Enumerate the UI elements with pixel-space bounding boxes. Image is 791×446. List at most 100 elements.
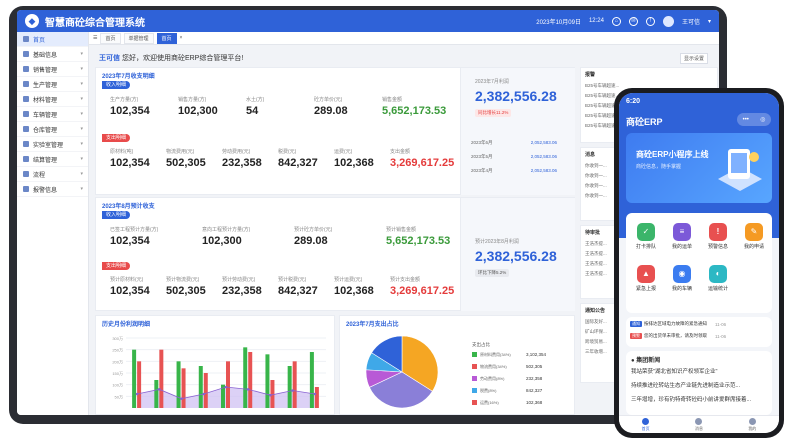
close-circle-icon[interactable]: ◎ bbox=[760, 117, 766, 123]
menu-icon bbox=[23, 81, 29, 87]
legend-label: 运费(16%) bbox=[480, 399, 499, 405]
function-grid: ✓ 打卡排队 ≡ 我的运单! 预警信息 ✎ 我的申请 ▲ 紧急上报 ◉ 我的车辆 ◐ 运输统计 bbox=[626, 213, 772, 313]
show-settings-button[interactable]: 显示设置 bbox=[680, 53, 709, 64]
bar bbox=[292, 361, 297, 408]
sidebar-item[interactable]: 基础信息 ▾ bbox=[17, 47, 88, 62]
sidebar-item[interactable]: 车辆管理 ▾ bbox=[17, 107, 88, 122]
tab-home-active[interactable]: 首页 bbox=[156, 32, 177, 44]
more-icon[interactable]: ••• bbox=[742, 116, 749, 123]
user-name[interactable]: 王可信 bbox=[681, 19, 700, 26]
sidebar-item[interactable]: 销售管理 ▾ bbox=[17, 62, 88, 77]
function-label: 紧急上报 bbox=[635, 286, 656, 292]
list-item[interactable]: 你收到一... bbox=[585, 193, 607, 198]
menu-toggle-icon[interactable]: ☰ bbox=[93, 35, 98, 41]
notice-panel: 通知 按排达区域电力故障的紧急通知 11-06 预警 您的出货单未审批，请及时领取 11-… bbox=[626, 317, 772, 347]
chevron-down-icon[interactable]: ▾ bbox=[707, 18, 711, 25]
metric-label: 运费(元) bbox=[334, 149, 353, 155]
metric-label: 预计砼方单价(元) bbox=[294, 227, 333, 233]
sidebar-item[interactable]: 首页 bbox=[17, 32, 88, 47]
metric: 预计劳动费(元) 232,358 bbox=[222, 276, 262, 297]
function-label: 预警信息 bbox=[707, 244, 728, 250]
chevron-down-icon: ▾ bbox=[80, 126, 83, 132]
function-item[interactable]: ◐ 运输统计 bbox=[700, 265, 736, 292]
mini-program-menu[interactable]: ••• ◎ bbox=[737, 113, 771, 126]
metric-value: 3,269,617.25 bbox=[390, 157, 455, 169]
phone-tab[interactable]: 我的 bbox=[748, 417, 757, 432]
menu-icon bbox=[23, 66, 29, 72]
list-item[interactable]: 矿山环保... bbox=[585, 329, 607, 334]
metric-label: 水土(方) bbox=[246, 97, 265, 103]
list-item[interactable]: B25号车辆超速... bbox=[585, 113, 620, 118]
list-item[interactable]: 王浩杰提... bbox=[585, 261, 607, 266]
sidebar-item[interactable]: 报警信息 ▾ bbox=[17, 182, 88, 197]
bar bbox=[287, 366, 292, 408]
list-item[interactable]: 你收到一... bbox=[585, 163, 607, 168]
function-item[interactable]: ≡ 我的运单 bbox=[664, 223, 700, 250]
sidebar-item[interactable]: 材料管理 ▾ bbox=[17, 92, 88, 107]
greeting: 王可信 您好，欢迎使用商砼ERP综合管理平台! bbox=[99, 53, 243, 63]
notice-date: 11-06 bbox=[715, 321, 727, 327]
bell-icon[interactable]: ! bbox=[645, 16, 655, 26]
metric-value: 842,327 bbox=[278, 157, 318, 169]
y-tick-label: 50万 bbox=[115, 394, 123, 399]
promo-banner[interactable]: 商砼ERP小程序上线 商砼信息，随手掌握 bbox=[626, 133, 772, 203]
notice-item[interactable]: 预警 您的出货单未审批，请及时领取 11-06 bbox=[630, 333, 726, 339]
phone-tab[interactable]: 首页 bbox=[642, 417, 650, 432]
list-item[interactable]: B25号车辆超速... bbox=[585, 93, 620, 98]
news-item[interactable]: 三年增增，珍有钓特奇转砼码小前讲爱群席接着... bbox=[631, 397, 752, 403]
legend-swatch bbox=[472, 376, 477, 381]
tab-home[interactable]: 首页 bbox=[100, 32, 121, 44]
metric-label: 销售金额 bbox=[382, 97, 403, 103]
bar-chart: 300万 250万 200万 150万 100万 50万 bbox=[112, 336, 326, 408]
bar bbox=[132, 349, 137, 408]
function-item[interactable]: ◉ 我的车辆 bbox=[664, 265, 700, 292]
message-icon[interactable]: ✉ bbox=[628, 16, 638, 26]
list-item[interactable]: 三年收增... bbox=[585, 349, 607, 354]
news-item[interactable]: 持续推进砼转站生态产业链先进制造业示范... bbox=[631, 383, 741, 389]
july-profit-label: 2023年7月利润 bbox=[475, 79, 509, 85]
bar bbox=[265, 354, 270, 408]
function-item[interactable]: ✎ 我的申请 bbox=[736, 223, 772, 250]
list-item[interactable]: 你收到一... bbox=[585, 183, 607, 188]
notice-item[interactable]: 通知 按排达区域电力故障的紧急通知 11-06 bbox=[630, 321, 726, 327]
sidebar-item[interactable]: 流程 ▾ bbox=[17, 167, 88, 182]
list-item[interactable]: 王浩杰提... bbox=[585, 271, 607, 276]
date-display: 2023年10月09日 bbox=[536, 19, 581, 26]
metric-label: 砼方单价(元) bbox=[314, 97, 343, 103]
legend-value: 3,102,354 bbox=[526, 352, 547, 357]
news-item[interactable]: 我站荣获"湖北省知识产权领军企业" bbox=[631, 369, 718, 375]
phone-tab[interactable]: 消息 bbox=[695, 417, 703, 432]
list-item[interactable]: B25号车辆超速... bbox=[585, 123, 620, 128]
sidebar-item[interactable]: 生产管理 ▾ bbox=[17, 77, 88, 92]
list-item[interactable]: 国际友好... bbox=[585, 319, 607, 324]
list-item[interactable]: 你收到一... bbox=[585, 173, 607, 178]
legend-value: 102,368 bbox=[526, 400, 543, 405]
sidebar-item[interactable]: 仓库管理 ▾ bbox=[17, 122, 88, 137]
function-item[interactable]: ✓ 打卡排队 bbox=[628, 223, 664, 250]
tab-documents[interactable]: 单据管理 bbox=[123, 32, 154, 44]
metric: 预计原材料(元) 102,354 bbox=[110, 276, 150, 297]
august-profit-label: 预计2023年8月利润 bbox=[475, 239, 519, 245]
tab-icon bbox=[695, 417, 703, 425]
right-panel-title: 待审批 bbox=[585, 230, 601, 236]
list-item[interactable]: B25号车辆超速... bbox=[585, 83, 620, 88]
list-item[interactable]: 王浩杰提... bbox=[585, 251, 607, 256]
function-item[interactable]: ! 预警信息 bbox=[700, 223, 736, 250]
metric-label: 预计运费(元) bbox=[334, 277, 363, 283]
sidebar-item[interactable]: 结算管理 ▾ bbox=[17, 152, 88, 167]
avatar[interactable] bbox=[662, 15, 674, 27]
right-panel-title: 通知公告 bbox=[585, 308, 606, 314]
list-item[interactable]: B25号车辆超速... bbox=[585, 103, 620, 108]
list-item[interactable]: 跨境贸易... bbox=[585, 339, 607, 344]
legend-swatch bbox=[472, 364, 477, 369]
sidebar-item[interactable]: 实验室管理 ▾ bbox=[17, 137, 88, 152]
home-icon[interactable]: ⌂ bbox=[611, 16, 621, 26]
function-item[interactable]: ▲ 紧急上报 bbox=[628, 265, 664, 292]
metric-label: 预计物流费(元) bbox=[166, 277, 200, 283]
tab-label: 我的 bbox=[748, 425, 757, 431]
close-tab-icon[interactable]: × bbox=[179, 35, 183, 41]
sidebar-item-label: 结算管理 bbox=[33, 157, 58, 164]
list-item[interactable]: 王浩杰提... bbox=[585, 241, 607, 246]
metric: 支出金额 3,269,617.25 bbox=[390, 148, 454, 169]
